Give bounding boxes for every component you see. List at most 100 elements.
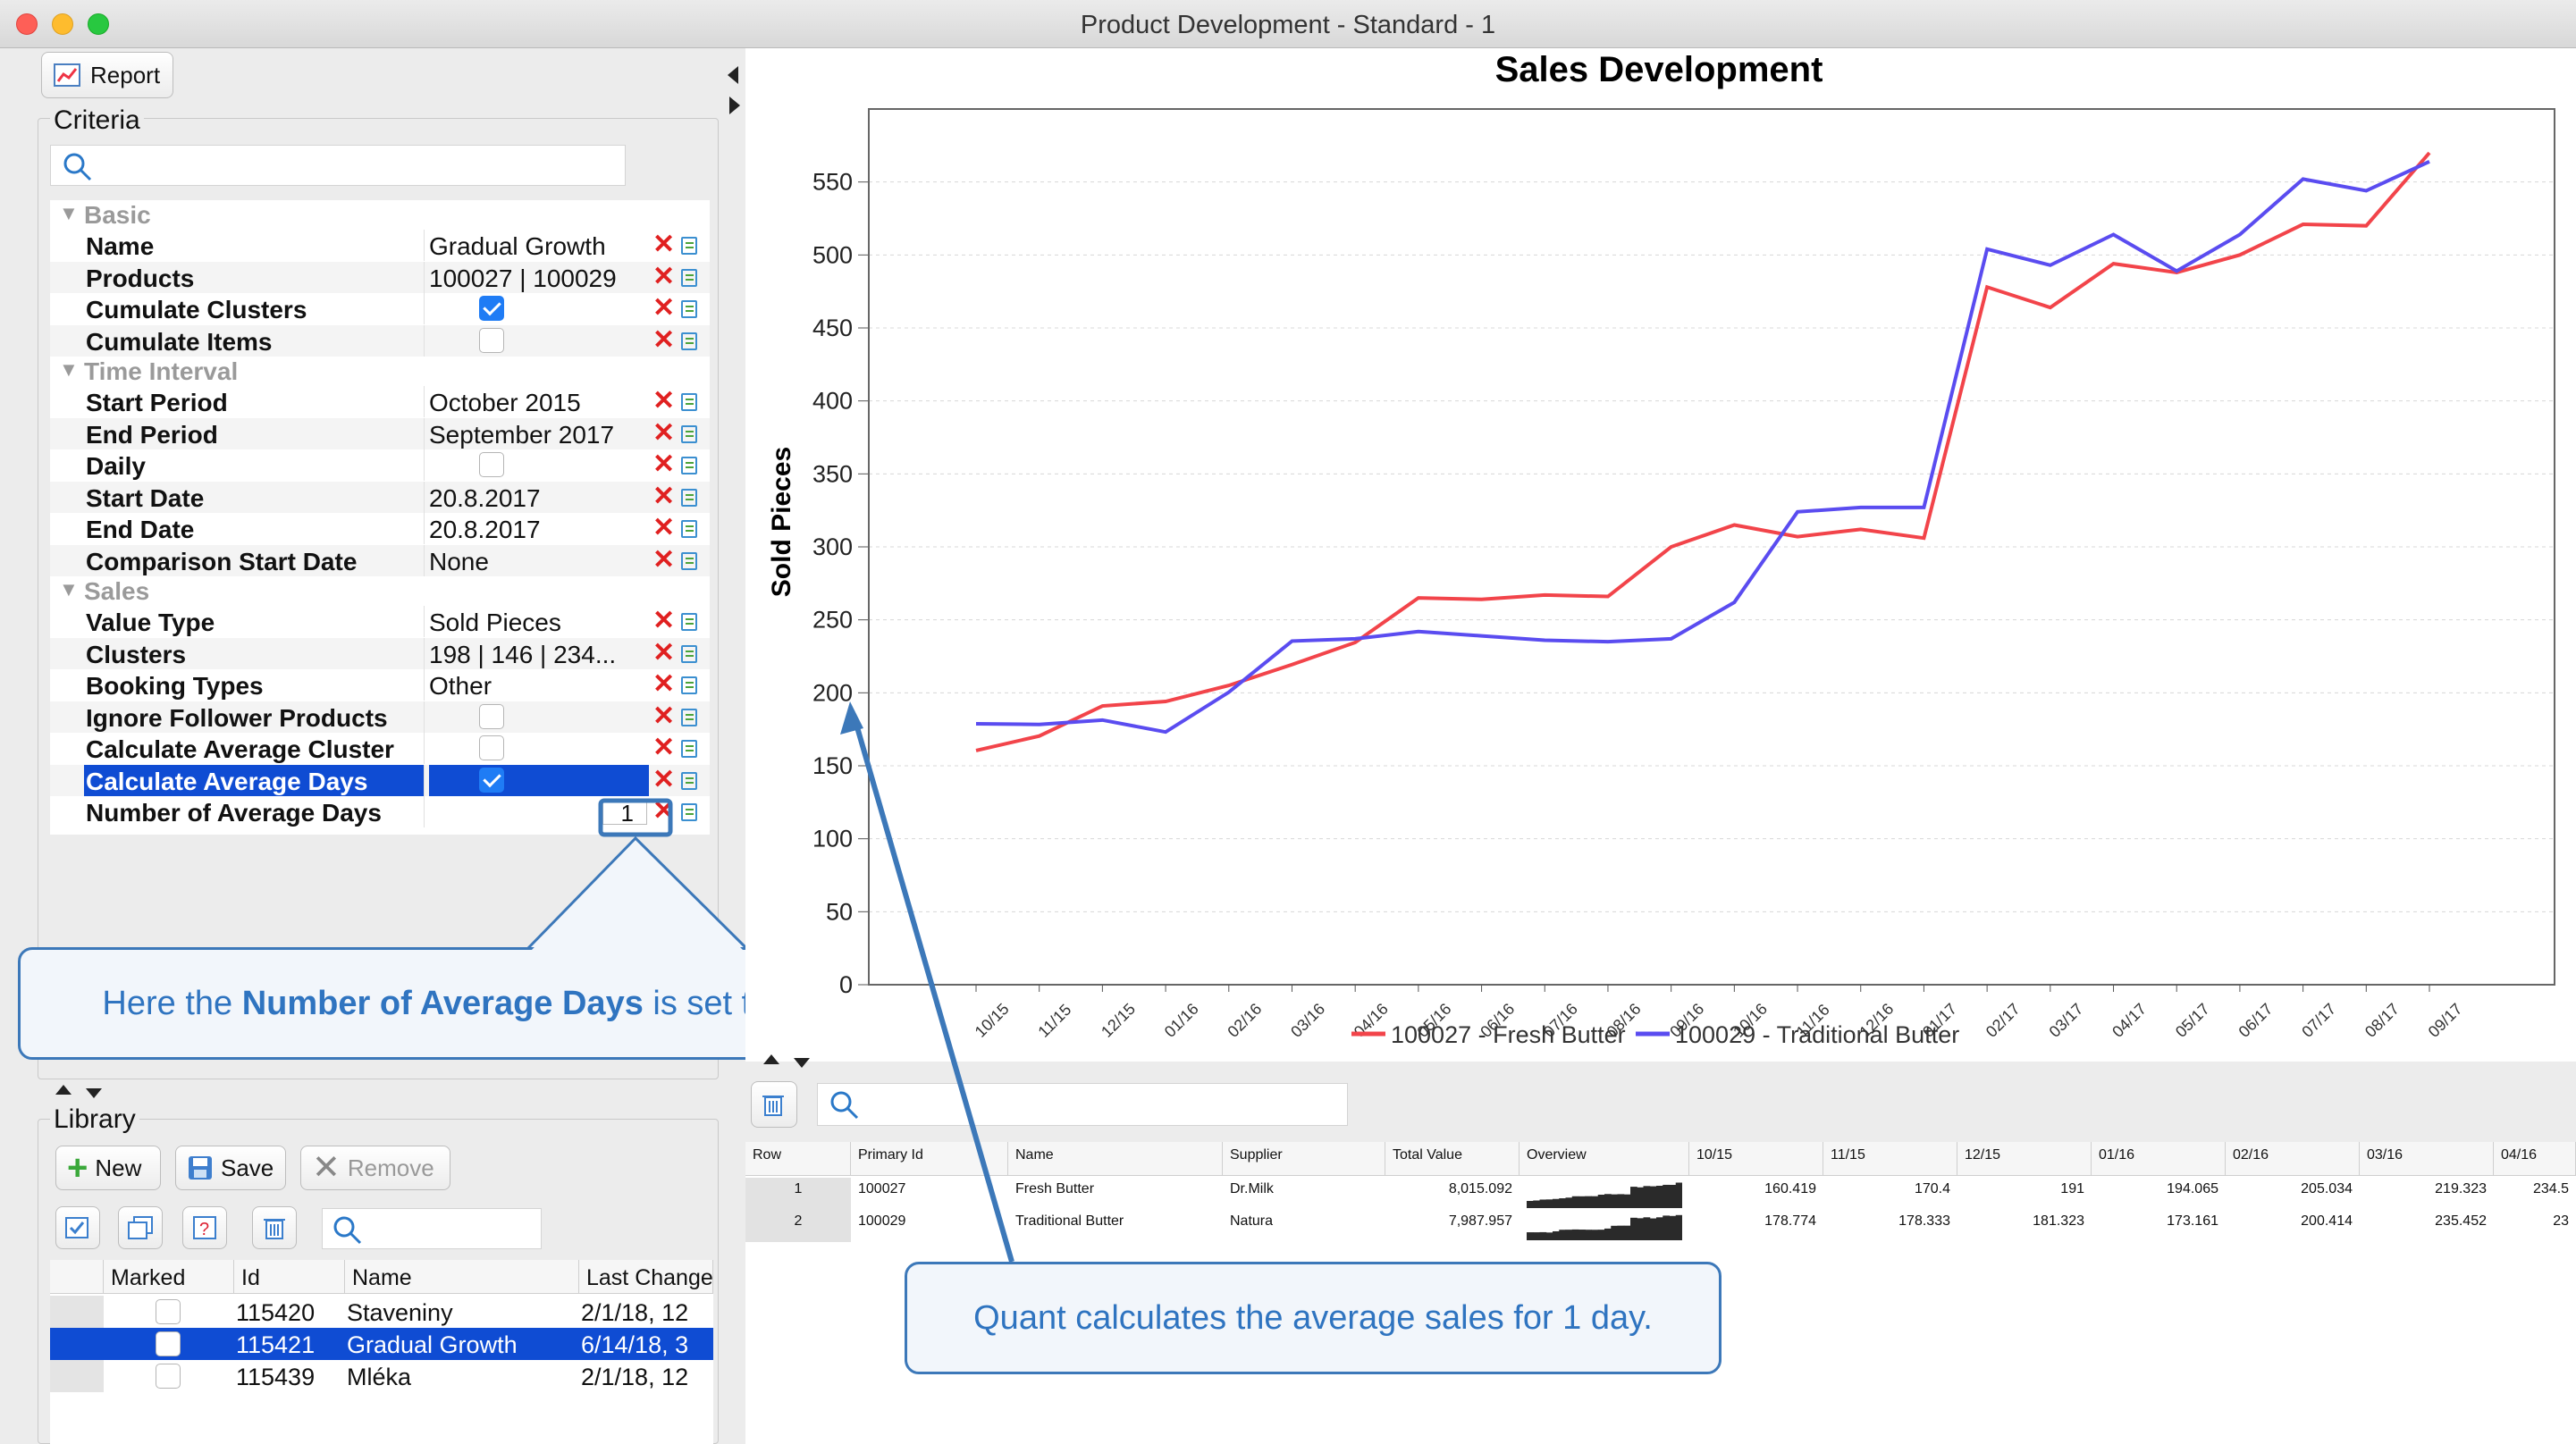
edit-icon[interactable]	[681, 708, 697, 726]
clear-icon[interactable]: ✕	[652, 261, 676, 291]
criteria-row-end-period[interactable]: End Period September 2017 ✕	[50, 417, 710, 449]
edit-icon[interactable]	[681, 393, 697, 411]
library-search-input[interactable]	[322, 1208, 542, 1249]
criteria-row-clusters[interactable]: Clusters 198 | 146 | 234... ✕	[50, 637, 710, 669]
edit-icon[interactable]	[681, 332, 697, 350]
clear-icon[interactable]: ✕	[652, 544, 676, 575]
clear-icon[interactable]: ✕	[652, 733, 676, 762]
library-up-arrow[interactable]	[55, 1085, 72, 1095]
criteria-row-cumulate-items[interactable]: Cumulate Items ✕	[50, 324, 710, 357]
clear-icon[interactable]: ✕	[652, 669, 676, 699]
edit-icon[interactable]	[681, 520, 697, 538]
collapse-triangle-icon[interactable]: ▼	[59, 202, 79, 224]
edit-icon[interactable]	[681, 424, 697, 443]
copy-button[interactable]	[118, 1206, 163, 1249]
criteria-row-ignore-follower-products[interactable]: Ignore Follower Products ✕	[50, 701, 710, 733]
table-col-02-16[interactable]: 02/16	[2226, 1142, 2360, 1176]
edit-icon[interactable]	[681, 644, 697, 663]
table-col-primary-id[interactable]: Primary Id	[851, 1142, 1008, 1176]
delete-button[interactable]	[252, 1206, 297, 1249]
checkbox[interactable]	[479, 703, 504, 729]
clear-icon[interactable]: ✕	[652, 637, 676, 667]
mark-all-button[interactable]	[55, 1206, 100, 1249]
edit-icon[interactable]	[681, 771, 697, 790]
clear-icon[interactable]: ✕	[652, 230, 676, 259]
edit-icon[interactable]	[681, 613, 697, 631]
criteria-row-comparison-start-date[interactable]: Comparison Start Date None ✕	[50, 544, 710, 576]
edit-icon[interactable]	[681, 803, 697, 821]
checkbox[interactable]	[479, 452, 504, 477]
library-row[interactable]: 115421 Gradual Growth 6/14/18, 3	[50, 1328, 713, 1360]
clear-icon[interactable]: ✕	[652, 764, 676, 794]
library-row[interactable]: 115420 Staveniny 2/1/18, 12	[50, 1296, 713, 1328]
table-col-name[interactable]: Name	[1008, 1142, 1223, 1176]
library-new-button[interactable]: + New	[55, 1146, 161, 1190]
edit-icon[interactable]	[681, 488, 697, 507]
maximize-window-button[interactable]	[88, 13, 109, 35]
edit-icon[interactable]	[681, 237, 697, 255]
criteria-row-products[interactable]: Products 100027 | 100029 ✕	[50, 261, 710, 293]
checkbox[interactable]	[479, 767, 504, 793]
criteria-row-calculate-average-cluster[interactable]: Calculate Average Cluster ✕	[50, 733, 710, 764]
criteria-row-booking-types[interactable]: Booking Types Other ✕	[50, 669, 710, 701]
collapse-triangle-icon[interactable]: ▼	[59, 578, 79, 600]
clear-icon[interactable]: ✕	[652, 417, 676, 448]
table-col-overview[interactable]: Overview	[1520, 1142, 1689, 1176]
table-col-03-16[interactable]: 03/16	[2360, 1142, 2494, 1176]
clear-icon[interactable]: ✕	[652, 701, 676, 731]
section-time-interval[interactable]: ▼ Time Interval	[50, 357, 710, 386]
number-of-average-days-spinner[interactable]: 1	[602, 799, 647, 827]
clear-icon[interactable]: ✕	[652, 386, 676, 416]
table-col-11-15[interactable]: 11/15	[1823, 1142, 1957, 1176]
edit-icon[interactable]	[681, 268, 697, 287]
table-col-10-15[interactable]: 10/15	[1689, 1142, 1823, 1176]
expand-right-arrow[interactable]	[729, 97, 740, 114]
library-col-row[interactable]	[50, 1260, 104, 1294]
table-col-04-16[interactable]: 04/16	[2494, 1142, 2576, 1176]
clear-icon[interactable]: ✕	[652, 513, 676, 542]
table-col-total-value[interactable]: Total Value	[1385, 1142, 1520, 1176]
edit-icon[interactable]	[681, 740, 697, 758]
criteria-row-daily[interactable]: Daily ✕	[50, 449, 710, 481]
clear-icon[interactable]: ✕	[652, 293, 676, 323]
library-col-last-change[interactable]: Last Change	[579, 1260, 713, 1294]
criteria-search-input[interactable]	[50, 145, 626, 186]
table-col-row[interactable]: Row	[745, 1142, 851, 1176]
criteria-row-end-date[interactable]: End Date 20.8.2017 ✕	[50, 513, 710, 544]
clear-icon[interactable]: ✕	[652, 324, 676, 355]
library-down-arrow[interactable]	[86, 1088, 102, 1098]
close-window-button[interactable]	[16, 13, 38, 35]
section-basic[interactable]: ▼ Basic	[50, 200, 710, 230]
collapse-left-arrow[interactable]	[728, 66, 738, 84]
table-col-supplier[interactable]: Supplier	[1223, 1142, 1385, 1176]
edit-icon[interactable]	[681, 300, 697, 318]
criteria-row-name[interactable]: Name Gradual Growth ✕	[50, 230, 710, 261]
table-col-01-16[interactable]: 01/16	[2092, 1142, 2226, 1176]
edit-icon[interactable]	[681, 551, 697, 570]
help-button[interactable]: ?	[182, 1206, 227, 1249]
marked-checkbox[interactable]	[156, 1331, 181, 1356]
clear-icon[interactable]: ✕	[652, 606, 676, 635]
table-col-12-15[interactable]: 12/15	[1957, 1142, 2092, 1176]
edit-icon[interactable]	[681, 676, 697, 694]
clear-icon[interactable]: ✕	[652, 481, 676, 511]
criteria-row-value-type[interactable]: Value Type Sold Pieces ✕	[50, 606, 710, 637]
table-up-arrow[interactable]	[763, 1054, 779, 1064]
checkbox[interactable]	[479, 327, 504, 353]
clear-icon[interactable]: ✕	[652, 449, 676, 479]
library-col-name[interactable]: Name	[345, 1260, 579, 1294]
minimize-window-button[interactable]	[52, 13, 73, 35]
library-col-marked[interactable]: Marked	[104, 1260, 234, 1294]
checkbox[interactable]	[479, 735, 504, 760]
criteria-row-start-period[interactable]: Start Period October 2015 ✕	[50, 386, 710, 417]
library-remove-button[interactable]: ✕ Remove	[300, 1146, 450, 1190]
table-delete-button[interactable]	[751, 1081, 797, 1128]
edit-icon[interactable]	[681, 457, 697, 474]
table-search-input[interactable]	[817, 1083, 1348, 1126]
criteria-row-calculate-average-days[interactable]: Calculate Average Days ✕	[50, 764, 710, 796]
library-col-id[interactable]: Id	[234, 1260, 345, 1294]
marked-checkbox[interactable]	[156, 1364, 181, 1389]
checkbox[interactable]	[479, 296, 504, 321]
table-down-arrow[interactable]	[794, 1058, 810, 1068]
report-button[interactable]: Report	[41, 52, 173, 98]
